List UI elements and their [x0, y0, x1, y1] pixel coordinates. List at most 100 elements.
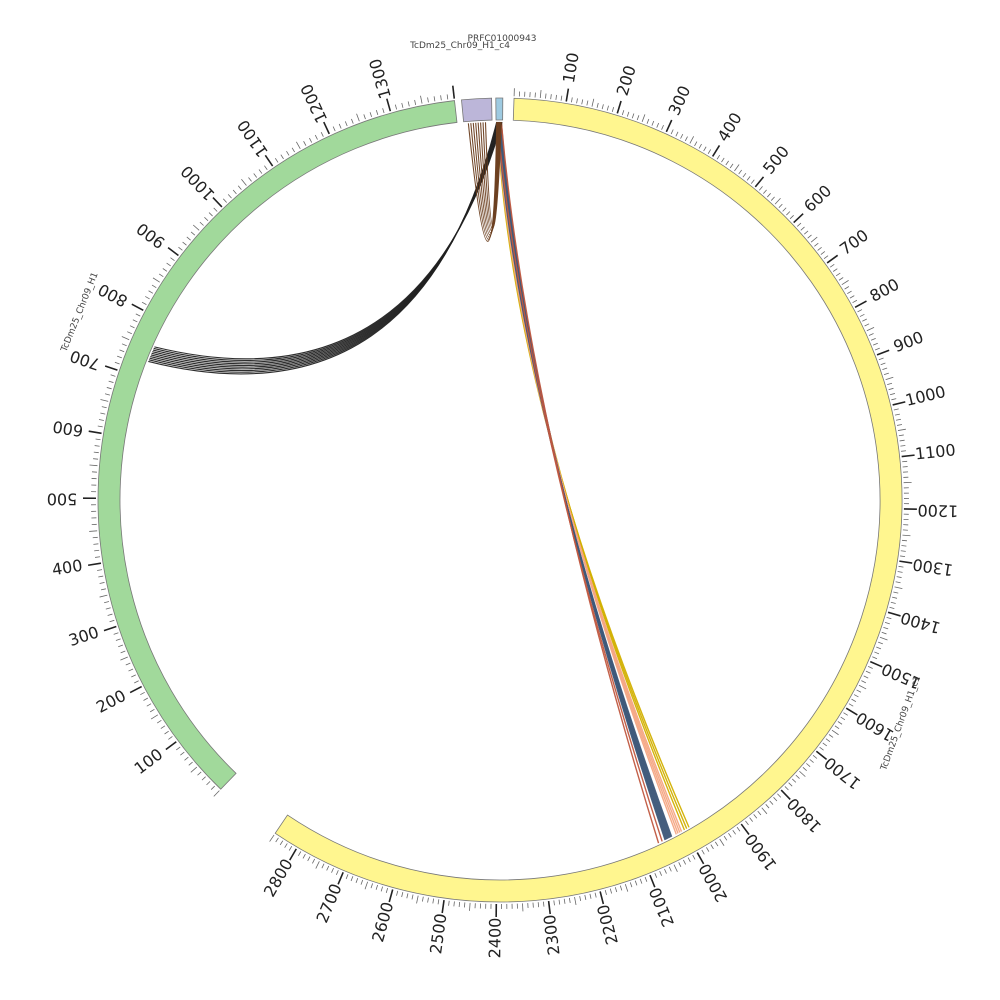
tick-mark: [146, 703, 152, 707]
tick-mark: [902, 534, 911, 537]
tick-mark: [837, 721, 843, 725]
tick-mark: [763, 189, 767, 194]
tick-mark: [94, 445, 100, 447]
tick-mark: [898, 434, 904, 437]
segment-prfc-arc: [495, 97, 504, 121]
tick-mark: [895, 581, 901, 584]
tick-mark: [386, 98, 392, 112]
tick-mark: [609, 888, 613, 894]
tick-mark: [312, 858, 316, 864]
tick-mark: [631, 113, 635, 119]
tick-mark: [298, 851, 302, 857]
link-chord: [470, 121, 498, 240]
tick-mark: [594, 892, 597, 898]
tick-mark: [835, 272, 841, 277]
tick-mark: [129, 325, 135, 329]
tick-mark: [898, 565, 904, 568]
tick-mark: [269, 834, 275, 842]
tick-mark: [95, 556, 101, 558]
tick-mark: [338, 123, 342, 129]
tick-mark: [385, 887, 389, 893]
tick-mark: [651, 120, 655, 126]
tick-mark: [421, 896, 424, 902]
tick-mark: [356, 113, 360, 122]
tick-mark: [832, 268, 838, 272]
tick-mark: [703, 146, 707, 152]
tick-mark: [204, 217, 209, 222]
tick-mark: [710, 844, 714, 850]
tick-mark: [753, 814, 758, 819]
tick-mark: [646, 118, 650, 124]
tick-mark: [861, 680, 867, 684]
tick-mark: [401, 892, 404, 898]
tick-mark: [809, 759, 814, 763]
tick-mark: [560, 95, 563, 101]
tick-label: 500: [47, 490, 78, 509]
tick-mark: [414, 99, 417, 105]
tick-mark: [883, 372, 889, 376]
tick-mark: [606, 105, 609, 111]
tick-mark: [878, 357, 884, 361]
tick-mark: [131, 303, 144, 312]
tick-mark: [729, 163, 734, 169]
tick-mark: [321, 863, 325, 869]
tick-mark: [199, 221, 204, 226]
tick-mark: [178, 246, 183, 251]
tick-mark: [93, 458, 99, 460]
tick-mark: [641, 114, 646, 122]
tick-mark: [900, 555, 906, 558]
tick-mark: [773, 797, 778, 802]
link-chord: [496, 121, 663, 842]
link-chord: [154, 121, 503, 360]
tick-mark: [98, 419, 104, 421]
tick-mark: [120, 656, 128, 661]
tick-mark: [872, 656, 878, 660]
tick-mark: [614, 887, 618, 893]
tick-mark: [103, 625, 117, 632]
tick-mark: [901, 539, 907, 542]
tick-mark: [164, 730, 169, 735]
tick-mark: [736, 826, 741, 832]
tick-mark: [274, 158, 279, 163]
tick-mark: [432, 898, 435, 904]
tick-mark: [280, 154, 284, 160]
tick-mark: [131, 674, 136, 678]
tick-label: 900: [133, 219, 169, 253]
tick-mark: [901, 450, 907, 452]
tick-mark: [326, 865, 330, 871]
tick-mark: [895, 418, 902, 421]
tick-mark: [723, 835, 728, 841]
tick-mark: [654, 873, 658, 878]
tick-mark: [286, 150, 290, 156]
tick-mark: [568, 897, 571, 903]
tick-mark: [825, 738, 831, 743]
tick-label: 400: [51, 556, 84, 580]
tick-mark: [162, 268, 168, 272]
tick-label: 2400: [485, 918, 504, 959]
tick-mark: [819, 746, 824, 751]
tick-mark: [232, 189, 237, 195]
tick-mark: [878, 641, 883, 645]
tick-mark: [897, 428, 906, 431]
tick-mark: [866, 327, 875, 332]
tick-label: 2700: [312, 881, 345, 926]
tick-mark: [701, 849, 705, 855]
tick-mark: [89, 530, 98, 532]
tick-mark: [834, 725, 840, 730]
tick-label: 300: [664, 83, 694, 119]
tick-mark: [786, 211, 791, 216]
tick-mark: [258, 169, 263, 174]
tick-mark: [141, 301, 147, 305]
tick-mark: [656, 122, 660, 128]
tick-mark: [411, 894, 414, 900]
tick-mark: [611, 106, 615, 113]
tick-label: 900: [891, 327, 926, 356]
tick-mark: [899, 439, 905, 442]
tick-mark: [890, 601, 896, 604]
tick-mark: [804, 230, 809, 235]
tick-mark: [284, 843, 288, 848]
tick-mark: [900, 550, 906, 552]
tick-mark: [802, 767, 807, 771]
tick-mark: [93, 451, 99, 454]
